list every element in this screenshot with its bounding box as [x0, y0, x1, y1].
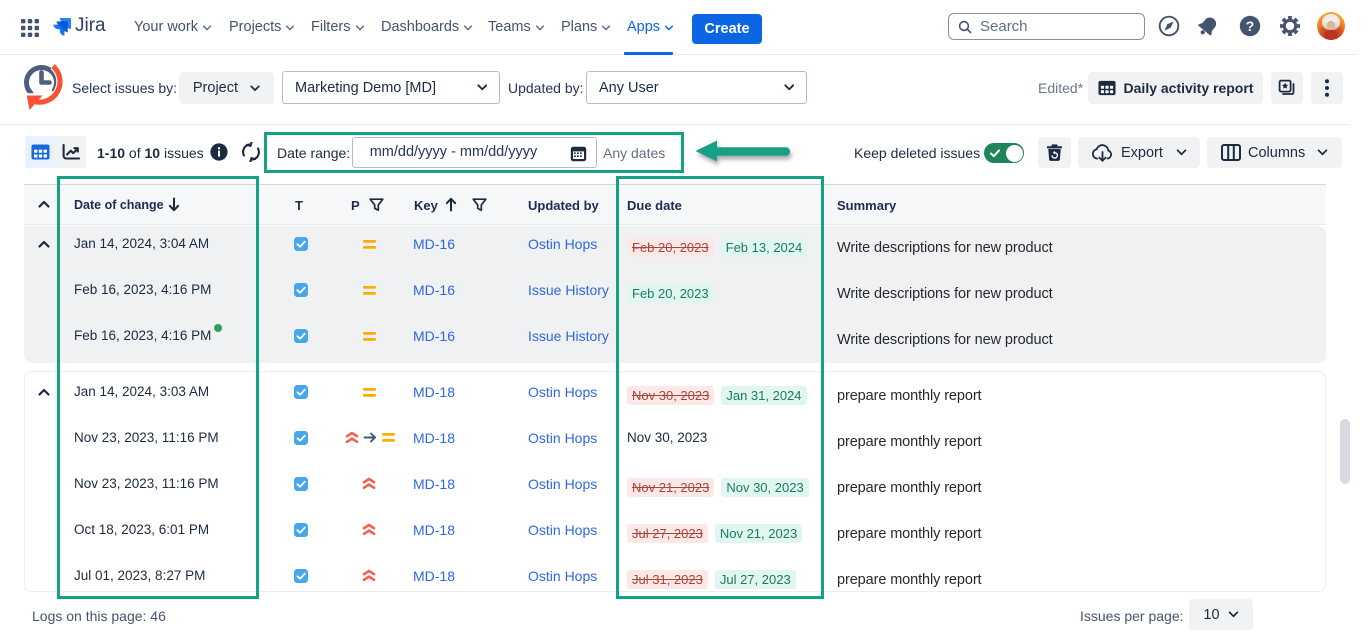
svg-text:?: ?: [1246, 18, 1255, 34]
